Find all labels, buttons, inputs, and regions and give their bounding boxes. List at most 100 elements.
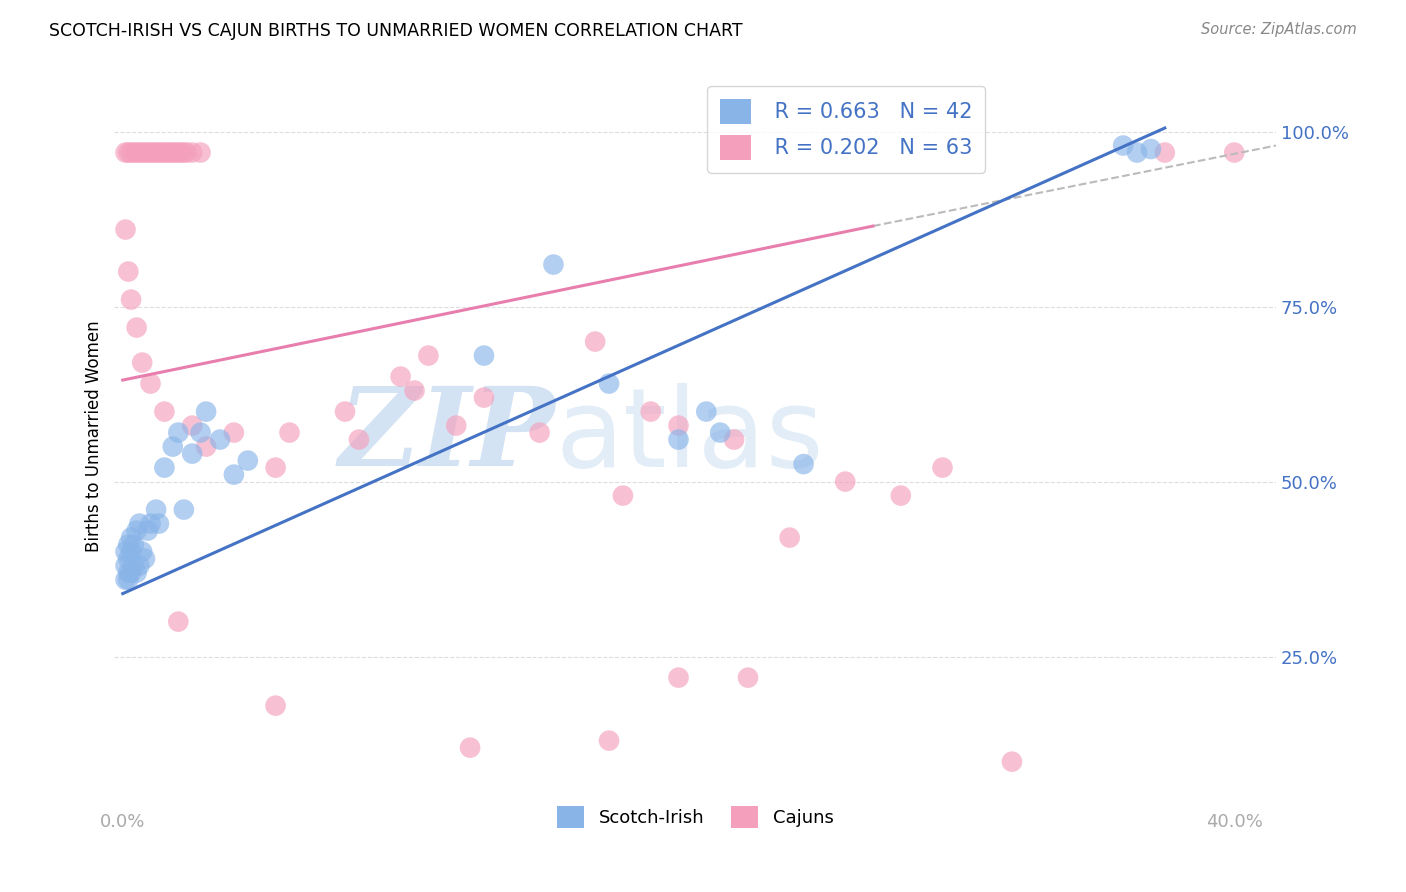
Point bbox=[120, 566, 142, 580]
Text: SCOTCH-IRISH VS CAJUN BIRTHS TO UNMARRIED WOMEN CORRELATION CHART: SCOTCH-IRISH VS CAJUN BIRTHS TO UNMARRIE… bbox=[49, 22, 742, 40]
Point bbox=[389, 369, 412, 384]
Point bbox=[114, 573, 136, 587]
Point bbox=[150, 145, 173, 160]
Text: atlas: atlas bbox=[555, 383, 824, 490]
Point bbox=[529, 425, 551, 440]
Point bbox=[195, 404, 218, 418]
Point bbox=[598, 376, 620, 391]
Point bbox=[120, 145, 142, 160]
Point bbox=[181, 145, 204, 160]
Point bbox=[131, 544, 153, 558]
Point bbox=[264, 460, 287, 475]
Point bbox=[122, 538, 145, 552]
Point bbox=[117, 264, 139, 278]
Point bbox=[444, 418, 467, 433]
Point bbox=[153, 404, 176, 418]
Point bbox=[125, 566, 148, 580]
Point bbox=[125, 145, 148, 160]
Point bbox=[181, 418, 204, 433]
Point bbox=[418, 349, 440, 363]
Point bbox=[114, 222, 136, 236]
Point bbox=[167, 425, 190, 440]
Point bbox=[117, 573, 139, 587]
Point bbox=[131, 355, 153, 369]
Point bbox=[737, 671, 759, 685]
Point bbox=[472, 349, 495, 363]
Point bbox=[793, 457, 815, 471]
Text: ZIP: ZIP bbox=[339, 383, 555, 490]
Point bbox=[640, 404, 662, 418]
Point bbox=[136, 524, 159, 538]
Point bbox=[165, 145, 187, 160]
Point bbox=[195, 440, 218, 454]
Point bbox=[176, 145, 198, 160]
Point bbox=[222, 467, 245, 482]
Point bbox=[779, 531, 801, 545]
Point bbox=[1001, 755, 1024, 769]
Point bbox=[612, 489, 634, 503]
Point bbox=[264, 698, 287, 713]
Point bbox=[122, 558, 145, 573]
Point bbox=[170, 145, 193, 160]
Point bbox=[134, 145, 156, 160]
Point bbox=[114, 558, 136, 573]
Point bbox=[134, 551, 156, 566]
Point bbox=[190, 425, 212, 440]
Point bbox=[583, 334, 606, 349]
Point bbox=[1126, 145, 1149, 160]
Point bbox=[890, 489, 912, 503]
Point bbox=[1140, 142, 1163, 156]
Point bbox=[114, 145, 136, 160]
Point bbox=[173, 145, 195, 160]
Point bbox=[190, 145, 212, 160]
Point bbox=[117, 566, 139, 580]
Point bbox=[834, 475, 856, 489]
Point bbox=[139, 516, 162, 531]
Point bbox=[117, 145, 139, 160]
Point bbox=[668, 418, 690, 433]
Point bbox=[120, 531, 142, 545]
Point bbox=[153, 145, 176, 160]
Point bbox=[208, 433, 231, 447]
Point bbox=[128, 558, 150, 573]
Point bbox=[458, 740, 481, 755]
Point bbox=[543, 258, 565, 272]
Point bbox=[668, 433, 690, 447]
Point bbox=[162, 145, 184, 160]
Point bbox=[598, 733, 620, 747]
Point bbox=[278, 425, 301, 440]
Point bbox=[142, 145, 165, 160]
Point bbox=[117, 538, 139, 552]
Point bbox=[145, 145, 167, 160]
Point bbox=[128, 145, 150, 160]
Point bbox=[114, 544, 136, 558]
Point bbox=[159, 145, 181, 160]
Point bbox=[931, 460, 953, 475]
Point bbox=[472, 391, 495, 405]
Point bbox=[156, 145, 179, 160]
Point bbox=[136, 145, 159, 160]
Point bbox=[122, 145, 145, 160]
Point bbox=[128, 516, 150, 531]
Point bbox=[723, 433, 745, 447]
Point bbox=[222, 425, 245, 440]
Point bbox=[1153, 145, 1175, 160]
Point bbox=[167, 145, 190, 160]
Point bbox=[162, 440, 184, 454]
Point bbox=[181, 447, 204, 461]
Point bbox=[125, 524, 148, 538]
Point bbox=[131, 145, 153, 160]
Legend: Scotch-Irish, Cajuns: Scotch-Irish, Cajuns bbox=[550, 798, 841, 835]
Point bbox=[139, 376, 162, 391]
Point bbox=[668, 671, 690, 685]
Point bbox=[117, 551, 139, 566]
Point bbox=[347, 433, 370, 447]
Point bbox=[145, 502, 167, 516]
Text: Source: ZipAtlas.com: Source: ZipAtlas.com bbox=[1201, 22, 1357, 37]
Point bbox=[709, 425, 731, 440]
Point bbox=[120, 293, 142, 307]
Point bbox=[139, 145, 162, 160]
Point bbox=[153, 460, 176, 475]
Point bbox=[695, 404, 717, 418]
Point bbox=[120, 544, 142, 558]
